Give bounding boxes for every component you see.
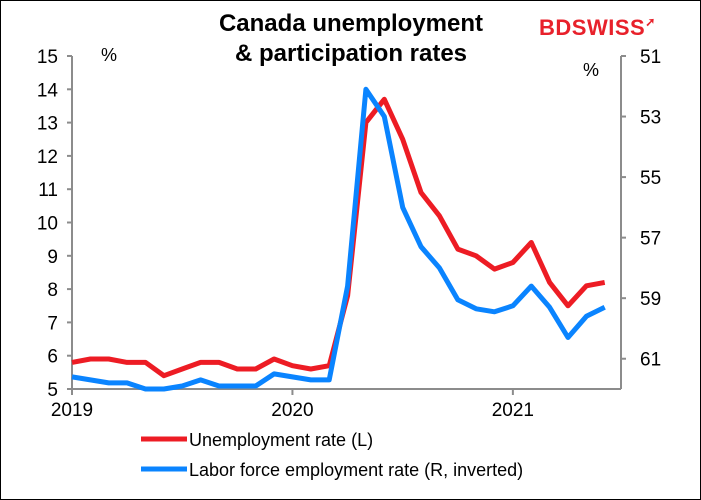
left-tick-label: 12	[37, 147, 58, 168]
left-tick-label: 9	[47, 247, 58, 268]
left-unit-label: %	[101, 45, 117, 65]
right-tick-label: 53	[640, 108, 661, 129]
left-tick-label: 11	[38, 180, 58, 201]
left-tick-label: 6	[47, 347, 58, 368]
legend-label: Unemployment rate (L)	[189, 430, 373, 450]
left-tick-label: 5	[47, 380, 58, 401]
left-tick-label: 7	[47, 313, 58, 334]
right-tick-label: 51	[640, 47, 661, 68]
logo-bd: BD	[539, 15, 572, 40]
title-line-1: Canada unemployment	[218, 10, 484, 37]
left-tick-label: 14	[37, 80, 59, 101]
right-unit-label: %	[583, 60, 599, 80]
legend-label: Labor force employment rate (R, inverted…	[189, 460, 523, 480]
left-tick-label: 13	[37, 114, 58, 135]
x-tick-label: 2019	[51, 400, 93, 421]
logo-swiss: SWISS	[571, 15, 646, 40]
x-tick-label: 2021	[492, 400, 534, 421]
left-tick-label: 15	[37, 47, 58, 68]
right-tick-label: 59	[640, 289, 661, 310]
x-tick-label: 2020	[271, 400, 313, 421]
logo-arrow-icon: ➚	[645, 15, 656, 29]
title-line-2: & participation rates	[234, 40, 468, 67]
left-tick-label: 8	[47, 280, 58, 301]
chart-title: Canada unemployment & participation rate…	[181, 9, 521, 69]
series-line-employment	[71, 86, 606, 392]
right-tick-label: 57	[640, 229, 661, 250]
bdswiss-logo: BDSWISS➚	[539, 15, 656, 41]
right-tick-label: 61	[640, 350, 661, 371]
right-tick-label: 55	[640, 168, 661, 189]
left-tick-label: 10	[37, 214, 58, 235]
